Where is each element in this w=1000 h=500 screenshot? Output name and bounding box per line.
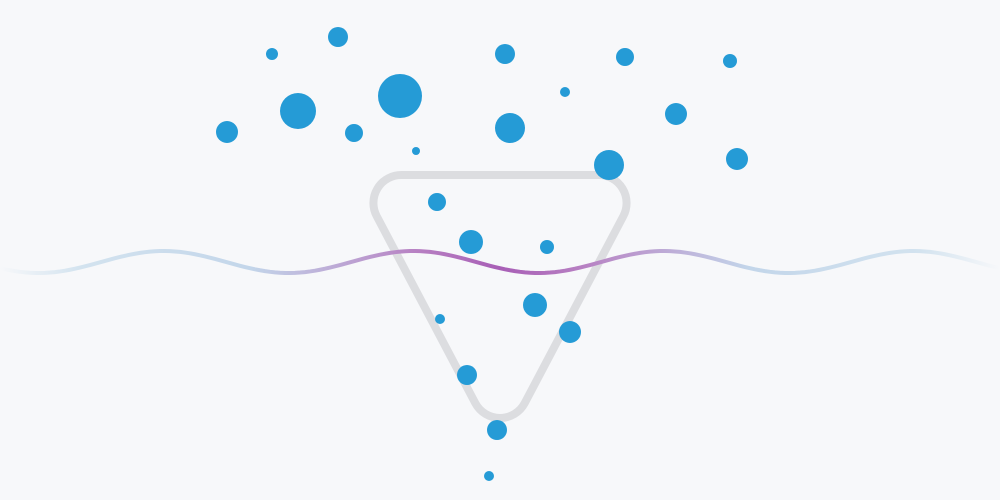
particle-dot — [435, 314, 445, 324]
particle-dot — [616, 48, 634, 66]
particle-dot — [487, 420, 507, 440]
particle-dot — [495, 113, 525, 143]
particle-dot — [378, 74, 422, 118]
particle-dot — [457, 365, 477, 385]
particle-dot — [523, 293, 547, 317]
particle-dot — [280, 93, 316, 129]
particle-dot — [412, 147, 420, 155]
funnel-diagram — [0, 0, 1000, 500]
particle-dot — [665, 103, 687, 125]
particle-dot — [540, 240, 554, 254]
particle-dot — [216, 121, 238, 143]
particle-dot — [484, 471, 494, 481]
particle-dot — [594, 150, 624, 180]
particle-dot — [266, 48, 278, 60]
particle-dot — [428, 193, 446, 211]
particle-dot — [328, 27, 348, 47]
particle-dot — [459, 230, 483, 254]
particle-dot — [560, 87, 570, 97]
particle-dot — [726, 148, 748, 170]
particle-dot — [723, 54, 737, 68]
particle-dot — [345, 124, 363, 142]
particle-dot — [495, 44, 515, 64]
particle-dot — [559, 321, 581, 343]
